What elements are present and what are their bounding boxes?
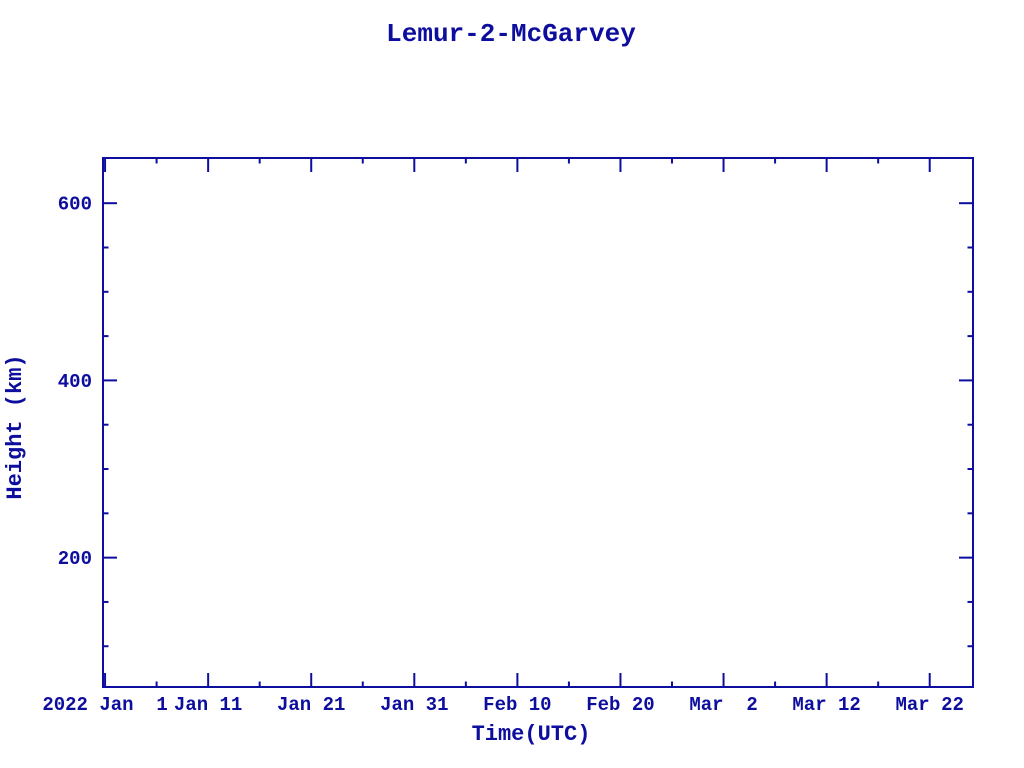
x-tick-label: Feb 10 [483, 694, 551, 716]
x-tick-label: Jan 21 [277, 694, 345, 716]
y-axis-title: Height (km) [3, 354, 28, 499]
plot-frame [102, 157, 974, 688]
chart-title: Lemur-2-McGarvey [386, 19, 636, 49]
axes: 2022 Jan 1 Jan 11 Jan 21 Jan 31 Feb 10 Feb 20… [42, 157, 974, 716]
x-tick-label: 2022 Jan 1 [42, 694, 167, 716]
x-tick-label: Mar 12 [792, 694, 860, 716]
x-tick-label: Feb 20 [586, 694, 654, 716]
x-tick-label: Mar 22 [895, 694, 963, 716]
x-tick-label: Jan 31 [380, 694, 448, 716]
y-tick-label: 600 [58, 194, 92, 216]
x-tick-label: Mar 2 [689, 694, 757, 716]
y-tick-label: 200 [58, 548, 92, 570]
y-tick-label: 400 [58, 371, 92, 393]
x-tick-label: Jan 11 [174, 694, 242, 716]
x-axis-title: Time(UTC) [472, 722, 591, 747]
